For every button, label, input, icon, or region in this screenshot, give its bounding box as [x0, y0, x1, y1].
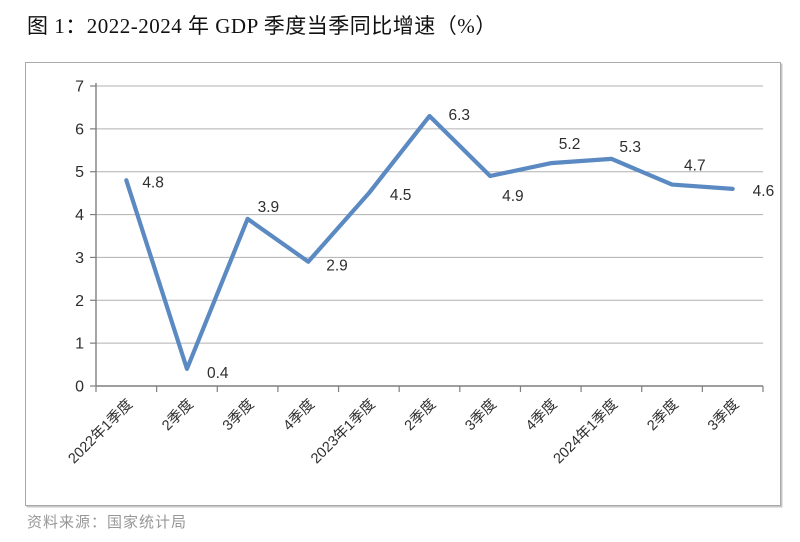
gdp-series-line [124, 113, 735, 371]
data-label: 0.4 [207, 365, 229, 382]
x-tick-label: 2023年1季度 [307, 396, 378, 467]
y-tick-label: 0 [75, 379, 84, 396]
figure-title: 图 1：2022-2024 年 GDP 季度当季同比增速（%） [27, 14, 497, 38]
data-label: 5.3 [619, 139, 641, 156]
chart-area: 0 1 2 3 4 5 6 7 2022年1季度 2季度 3季度 4季度 2023年1季度 2季度 3季度 4… [25, 62, 781, 506]
data-label: 2.9 [326, 258, 348, 275]
x-tick-label: 4季度 [280, 396, 318, 434]
y-tick-label: 4 [75, 207, 84, 224]
y-tick-label: 2 [75, 293, 84, 310]
y-tick-label: 3 [75, 250, 84, 267]
data-label: 5.2 [559, 136, 581, 153]
y-tick-label: 1 [75, 336, 84, 353]
y-tick-label: 5 [75, 164, 84, 181]
source-note: 资料来源：国家统计局 [27, 515, 188, 531]
x-tick-label: 3季度 [704, 396, 742, 434]
data-label: 4.7 [684, 158, 706, 175]
data-label: 4.5 [390, 187, 412, 204]
y-tick-label: 7 [75, 79, 84, 96]
x-tick-label: 4季度 [522, 396, 560, 434]
x-tick-label: 3季度 [219, 396, 257, 434]
data-label: 6.3 [449, 107, 471, 124]
data-label: 4.9 [502, 188, 524, 205]
y-tick-label: 6 [75, 121, 84, 138]
x-tick-label: 3季度 [462, 396, 500, 434]
x-tick-label: 2季度 [401, 396, 439, 434]
x-tick-label: 2024年1季度 [550, 396, 621, 467]
data-label: 4.6 [753, 183, 775, 200]
x-tick-label: 2季度 [159, 396, 197, 434]
x-tick-label: 2022年1季度 [65, 396, 136, 467]
x-tick-label: 2季度 [644, 396, 682, 434]
data-label: 4.8 [142, 174, 164, 191]
data-label: 3.9 [258, 199, 280, 216]
